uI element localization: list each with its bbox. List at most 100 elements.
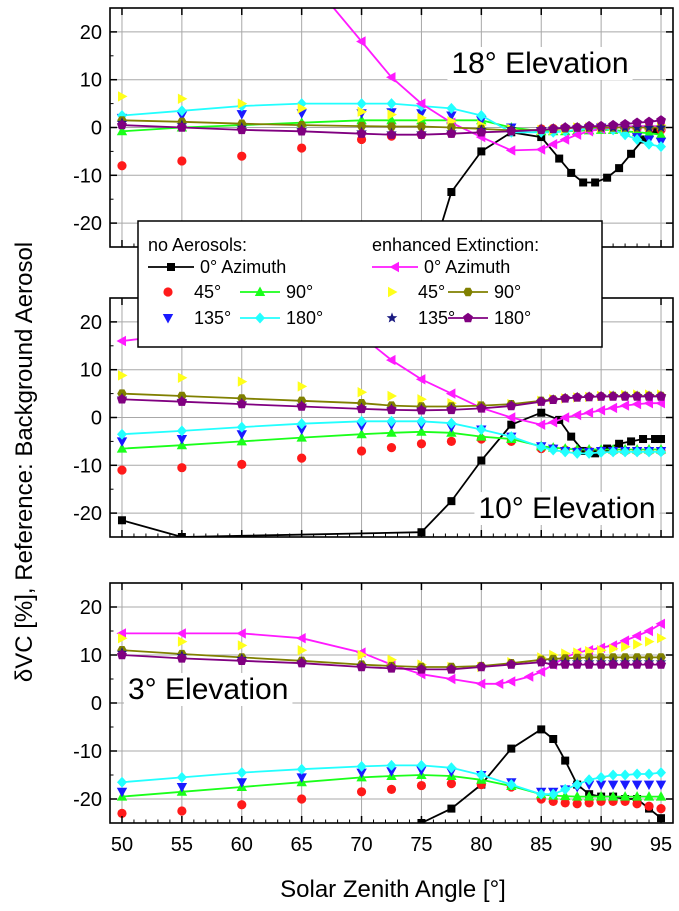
series-enhanced-extinction-180 (117, 391, 666, 415)
data-point (356, 36, 366, 47)
data-point (417, 112, 427, 124)
data-point (507, 744, 516, 753)
data-point (446, 404, 457, 415)
data-point (176, 783, 188, 793)
data-point (476, 769, 487, 781)
data-point (631, 398, 642, 410)
data-point (236, 655, 247, 665)
legend-label: 90° (286, 282, 313, 302)
data-point (656, 141, 666, 153)
data-point (608, 659, 619, 669)
data-point (386, 404, 397, 415)
legend: no Aerosols: enhanced Extinction: 0° Azi… (137, 220, 603, 348)
data-point (632, 391, 642, 401)
data-point (416, 780, 427, 791)
legend-label: 45° (418, 282, 445, 302)
data-point (357, 387, 368, 398)
series-layer (116, 618, 667, 823)
data-point (572, 447, 583, 459)
data-point (579, 446, 588, 455)
data-point (657, 633, 667, 644)
data-point (548, 123, 559, 134)
legend-box (137, 220, 603, 348)
data-point (644, 801, 654, 811)
data-point (118, 370, 128, 381)
y-tick-label: 20 (80, 597, 102, 619)
data-point (416, 439, 427, 449)
data-point (297, 645, 308, 656)
data-point (386, 663, 397, 673)
data-point (116, 335, 126, 347)
data-point (572, 799, 582, 809)
y-tick-label: -10 (73, 455, 102, 477)
data-point (535, 144, 546, 155)
data-point (356, 114, 367, 125)
data-point (236, 628, 246, 639)
data-point (547, 417, 558, 428)
y-tick-label: 10 (80, 360, 102, 382)
data-point (560, 659, 571, 669)
data-point (644, 116, 654, 126)
x-tick-label: 75 (410, 834, 432, 856)
data-point (386, 354, 396, 366)
data-point (297, 794, 307, 804)
data-point (655, 791, 667, 801)
y-tick-label: 20 (80, 312, 102, 334)
data-point (236, 778, 247, 788)
data-point (446, 417, 457, 429)
panel-label-background (447, 47, 633, 80)
data-point (631, 630, 642, 641)
data-point (176, 771, 187, 783)
data-point (643, 625, 653, 637)
data-point (583, 791, 595, 801)
data-point (447, 497, 456, 506)
data-point (615, 164, 624, 173)
x-tick-label: 80 (470, 834, 492, 856)
data-point (237, 459, 247, 469)
data-point (476, 403, 487, 413)
data-point (632, 134, 643, 145)
data-point (656, 659, 666, 669)
data-point (357, 106, 368, 117)
data-point (657, 435, 666, 444)
data-point (297, 103, 308, 114)
data-point (656, 767, 666, 779)
data-point (117, 516, 126, 525)
data-point (583, 407, 594, 418)
data-point (591, 178, 600, 187)
legend-marker (463, 287, 473, 297)
data-point (116, 443, 128, 453)
y-tick-label: 10 (80, 70, 102, 92)
data-point (445, 388, 456, 399)
legend-marker (389, 261, 399, 273)
legend-entry-no-aerosols-180: 180° (240, 308, 323, 328)
series-enhanced-extinction-180 (117, 649, 666, 674)
data-point (356, 446, 367, 456)
data-point (572, 779, 583, 791)
data-point (446, 111, 457, 121)
data-point (415, 98, 426, 109)
data-point (356, 428, 367, 439)
data-point (619, 400, 630, 411)
data-point (177, 156, 187, 166)
legend-entries: 0° Azimuth 45° 90° 135° 180° 0° Azimuth 45° 90°… (148, 257, 531, 328)
legend-marker (255, 312, 265, 324)
data-point (356, 403, 367, 414)
data-point (603, 173, 612, 182)
panel-2: -20 -10 0 10 20 10° Elevation (73, 297, 674, 538)
data-point (536, 396, 547, 406)
data-point (386, 767, 397, 777)
data-point (117, 428, 127, 440)
data-point (603, 444, 612, 453)
data-point (476, 110, 487, 121)
data-point (117, 808, 127, 819)
data-point (547, 139, 558, 150)
x-tick-label: 55 (171, 834, 193, 856)
data-point (655, 618, 665, 629)
data-point (117, 649, 127, 660)
data-point (561, 756, 570, 765)
panel-1: -20 -10 0 10 20 18° Elevation (73, 7, 674, 248)
data-point (597, 645, 607, 656)
data-point (237, 151, 247, 161)
legend-entry-no-aerosols-0-azimuth: 0° Azimuth (148, 257, 286, 277)
